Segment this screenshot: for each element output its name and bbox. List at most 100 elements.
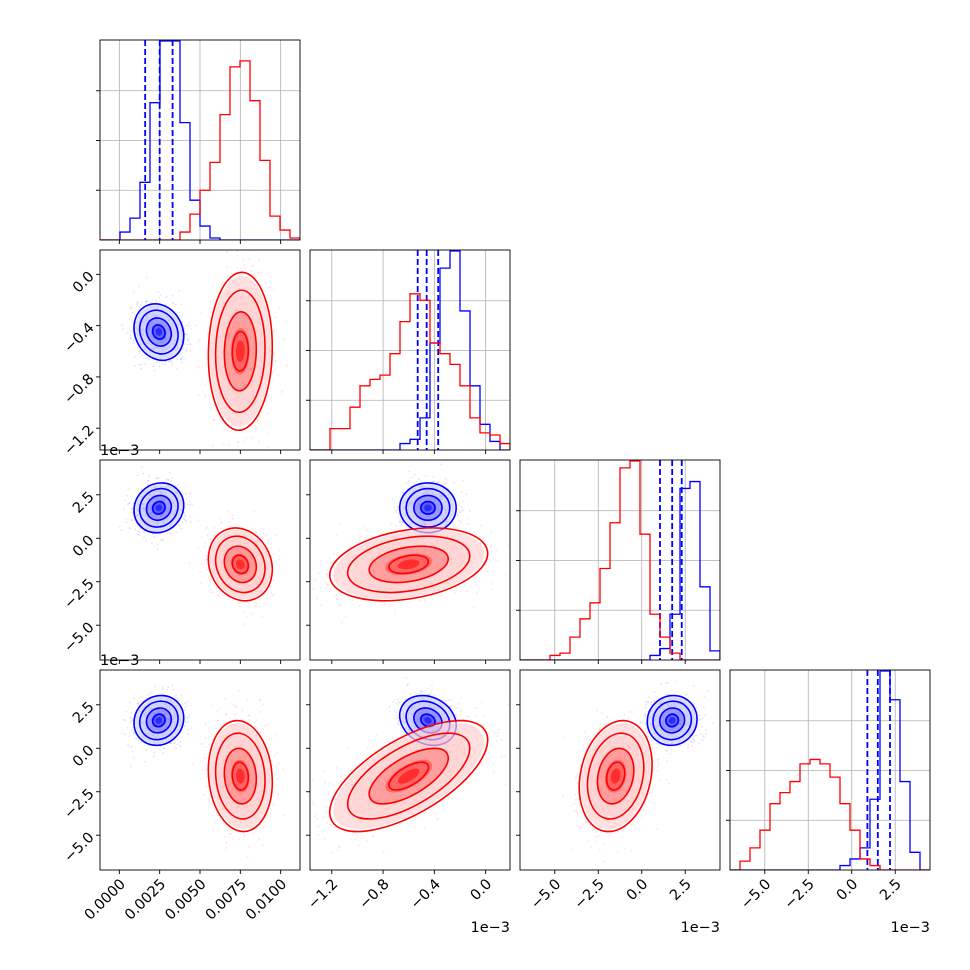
scatter-point <box>144 362 146 365</box>
scatter-point <box>462 480 465 482</box>
scatter-point <box>179 358 182 360</box>
scatter-point <box>253 510 255 512</box>
scatter-point <box>207 321 210 324</box>
scatter-point <box>183 343 185 346</box>
scatter-point <box>220 521 223 524</box>
scatter-point <box>148 358 151 361</box>
scatter-point <box>243 440 246 443</box>
scatter-point <box>399 519 402 521</box>
scatter-point <box>162 363 165 365</box>
scatter-point <box>245 616 248 618</box>
scatter-point <box>267 286 270 289</box>
scatter-point <box>468 510 471 513</box>
scatter-point <box>197 341 199 343</box>
scatter-point <box>272 553 275 556</box>
scatter-point <box>254 531 257 534</box>
density-core <box>155 504 163 512</box>
scatter-point <box>210 588 213 591</box>
scatter-point <box>274 316 277 319</box>
scatter-point <box>226 266 228 268</box>
density-core <box>424 504 432 512</box>
scatter-point <box>171 361 174 364</box>
scatter-point <box>250 527 253 529</box>
scatter-point <box>266 597 268 599</box>
scatter-point <box>223 428 225 430</box>
scatter-point <box>120 529 123 531</box>
scatter-point <box>236 250 239 253</box>
scatter-point <box>131 518 134 521</box>
scatter-point <box>213 526 216 529</box>
scatter-point <box>209 306 212 309</box>
scatter-point <box>267 547 269 549</box>
contour-series-0 <box>413 494 443 522</box>
scatter-point <box>147 357 150 360</box>
scatter-point <box>255 605 257 608</box>
scatter-point <box>258 605 261 608</box>
density-core <box>235 559 245 570</box>
scatter-point <box>138 285 141 288</box>
scatter-point <box>225 251 228 254</box>
scatter-point <box>490 583 493 585</box>
scatter-point <box>200 582 202 584</box>
scatter-point <box>465 493 468 496</box>
scatter-point <box>138 352 140 355</box>
scatter-point <box>152 533 154 535</box>
scatter-point <box>490 530 492 533</box>
scatter-point <box>219 517 221 520</box>
scatter-point <box>203 546 206 548</box>
scatter-point <box>212 299 215 302</box>
scatter-point <box>159 294 162 297</box>
scatter-point <box>205 558 208 561</box>
scatter-point <box>146 479 149 482</box>
scatter-point <box>410 476 413 479</box>
scatter-point <box>320 604 323 607</box>
scatter-point <box>260 271 263 274</box>
scatter-point <box>147 480 150 483</box>
scatter-point <box>470 585 473 588</box>
scatter-point <box>398 520 401 523</box>
scatter-point <box>394 613 397 616</box>
scatter-point <box>274 360 277 363</box>
scatter-point <box>200 536 203 539</box>
scatter-point <box>256 271 259 274</box>
scatter-point <box>401 520 404 522</box>
scatter-point <box>153 369 156 372</box>
scatter-point <box>482 537 485 539</box>
scatter-point <box>437 481 439 484</box>
scatter-point <box>131 320 134 323</box>
density-series-0 <box>133 303 185 362</box>
scatter-point <box>189 343 192 346</box>
scatter-point <box>140 466 143 469</box>
scatter-point <box>231 517 234 520</box>
scatter-point <box>182 325 185 328</box>
scatter-point <box>417 478 420 481</box>
scatter-point <box>458 504 461 507</box>
scatter-point <box>185 324 188 327</box>
scatter-point <box>143 530 146 533</box>
scatter-point <box>183 518 186 521</box>
scatter-point <box>129 334 132 337</box>
scatter-point <box>171 364 173 366</box>
scatter-point <box>278 307 281 310</box>
scatter-point <box>169 360 172 362</box>
scatter-point <box>456 513 459 516</box>
scatter-point <box>138 363 141 366</box>
scatter-point <box>258 440 261 443</box>
scatter-point <box>188 322 190 324</box>
scatter-point <box>181 356 184 359</box>
scatter-point <box>395 509 397 511</box>
scatter-point <box>395 525 397 527</box>
scatter-point <box>136 302 139 305</box>
scatter-point <box>186 343 189 346</box>
scatter-point <box>180 528 183 530</box>
scatter-point <box>246 464 248 466</box>
scatter-point <box>158 361 161 364</box>
scatter-point <box>252 264 255 267</box>
scatter-point <box>134 313 136 316</box>
scatter-point <box>187 503 190 506</box>
panel-0-0 <box>96 39 301 244</box>
panel-1-1 <box>306 249 511 454</box>
scatter-point <box>236 267 238 270</box>
panel-2-1 <box>306 459 511 664</box>
scatter-point <box>180 357 182 360</box>
